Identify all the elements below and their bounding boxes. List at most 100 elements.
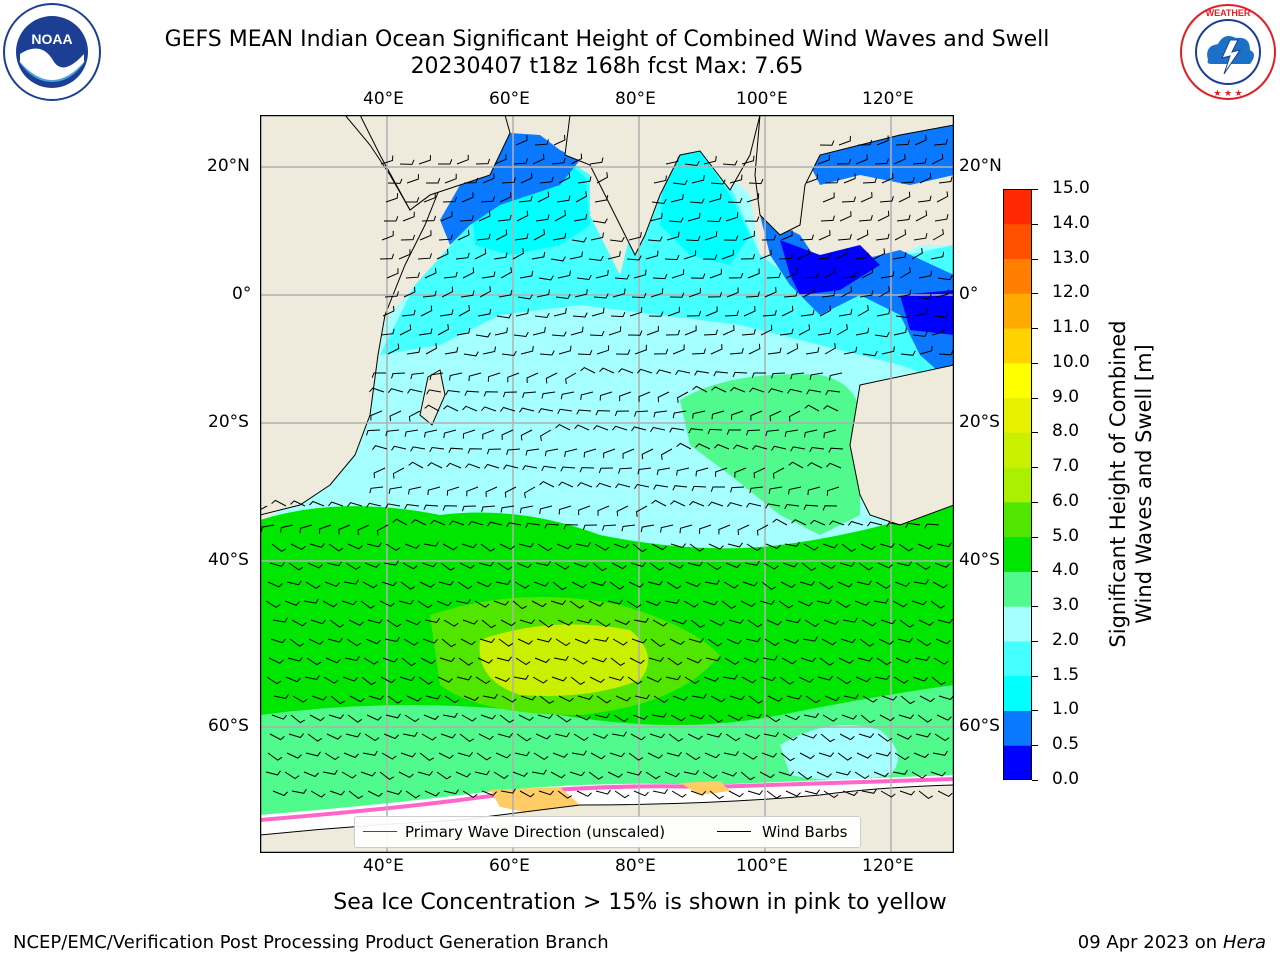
lon-tick-bottom: 120°E	[862, 856, 914, 876]
wind-barb	[476, 752, 492, 761]
wind-barb	[446, 486, 460, 496]
wind-barb	[842, 790, 858, 797]
wind-barb	[271, 714, 287, 720]
wind-barb	[481, 619, 496, 629]
lon-tick-top: 100°E	[736, 89, 788, 109]
wind-barb	[727, 714, 743, 721]
wind-barb	[631, 638, 647, 644]
wind-barb	[683, 600, 699, 608]
nws-logo: WEATHER ★ ★ ★	[1180, 4, 1276, 100]
wind-barb	[387, 695, 403, 704]
wind-barb	[710, 179, 726, 185]
wind-barb	[806, 389, 822, 395]
wind-barb	[420, 305, 433, 317]
wind-barb	[569, 251, 583, 260]
wind-barb	[895, 313, 911, 319]
wind-barb	[558, 695, 574, 702]
wind-barb	[271, 499, 287, 507]
wind-barb	[855, 676, 871, 683]
wind-barb	[555, 638, 571, 647]
wind-barb	[672, 410, 687, 419]
wind-barb	[574, 638, 590, 645]
wind-barb	[448, 447, 464, 453]
colorbar-tick	[1032, 432, 1038, 434]
wind-barb	[481, 790, 497, 796]
wind-barb	[330, 695, 345, 705]
wind-barb	[756, 524, 769, 536]
wind-barb	[702, 254, 718, 260]
wind-barb	[886, 522, 902, 528]
wind-barb	[626, 600, 642, 609]
wind-barb	[540, 429, 552, 441]
wind-barb	[835, 248, 848, 260]
wind-barb	[726, 287, 739, 298]
wind-barb	[424, 618, 440, 624]
wind-barb	[399, 324, 412, 336]
wind-barb	[595, 789, 611, 795]
wind-barb	[880, 790, 896, 798]
wind-barb	[938, 176, 953, 184]
wave-height-map	[260, 115, 954, 853]
colorbar-tick-label: 12.0	[1052, 282, 1090, 303]
wind-barb	[341, 771, 357, 779]
wind-barb	[705, 306, 718, 317]
wind-barb	[860, 192, 873, 203]
wind-barb	[803, 543, 819, 551]
wind-barb	[372, 445, 388, 451]
wind-barb	[746, 502, 762, 508]
wind-barb	[651, 543, 667, 551]
wind-barb	[366, 714, 382, 721]
wind-barb	[937, 275, 953, 281]
wind-barb	[267, 752, 283, 761]
wind-barb	[309, 500, 325, 507]
wind-barb	[399, 676, 415, 682]
australia	[849, 364, 954, 526]
wind-barb	[841, 196, 856, 203]
wind-barb	[917, 714, 933, 723]
wind-barb	[552, 581, 567, 591]
wind-barb	[804, 619, 820, 628]
wind-barb	[456, 675, 472, 681]
wind-barb	[822, 543, 838, 549]
wind-barb	[915, 210, 928, 222]
wind-barb	[824, 343, 836, 355]
wind-barb	[771, 372, 786, 379]
wind-barb	[498, 638, 514, 647]
wind-barb	[933, 139, 948, 146]
wind-barb	[707, 428, 723, 435]
wind-barb	[670, 543, 686, 549]
wind-barb	[633, 617, 649, 623]
wind-barb	[894, 752, 910, 761]
wind-barb	[594, 194, 609, 203]
wind-barb	[479, 286, 492, 298]
wind-barb	[326, 733, 342, 740]
wind-barb	[645, 600, 661, 607]
wind-barb	[307, 562, 323, 569]
wind-barb	[531, 600, 547, 608]
wind-barb	[556, 714, 572, 723]
wind-barb	[402, 731, 418, 737]
wind-barb	[785, 618, 801, 624]
sea-ice-note: Sea Ice Concentration > 15% is shown in …	[333, 890, 947, 915]
wind-barb	[599, 367, 615, 374]
wind-barb	[706, 216, 722, 223]
wind-barb	[268, 657, 284, 664]
wind-barb	[573, 562, 589, 568]
wind-barb	[818, 230, 831, 241]
wind-barb	[532, 676, 548, 684]
wind-barb	[933, 657, 949, 665]
wind-barb	[553, 308, 567, 317]
ocean-field	[660, 151, 750, 265]
wind-barb	[765, 429, 780, 437]
wind-barb	[892, 252, 907, 260]
colorbar-band	[1003, 467, 1032, 503]
wind-barb	[468, 372, 482, 382]
wind-barb	[345, 732, 361, 738]
wind-barb	[308, 638, 324, 645]
wind-barb	[535, 733, 551, 740]
wind-barb	[476, 233, 491, 241]
wind-barb	[512, 248, 525, 260]
wind-barb	[406, 695, 422, 702]
credit-branch: NCEP/EMC/Verification Post Processing Pr…	[13, 932, 609, 953]
wind-barb	[538, 619, 554, 628]
